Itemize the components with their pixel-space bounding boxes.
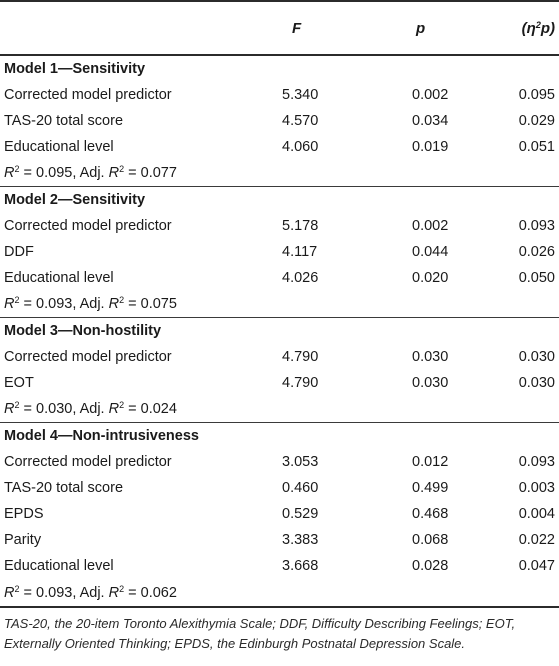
model-section-header: Model 2—Sensitivity (0, 186, 559, 213)
f-value: 3.668 (282, 558, 319, 574)
adj-r2-value: 0.075 (140, 296, 177, 312)
adj-r2-value: 0.077 (140, 165, 177, 181)
table-row: Parity 3.383 0.068 0.022 (0, 527, 559, 553)
f-value: 5.178 (282, 218, 319, 234)
table-row: EOT 4.790 0.030 0.030 (0, 370, 559, 396)
eta-value: 0.026 (518, 244, 555, 260)
table-footnote: TAS-20, the 20-item Toronto Alexithymia … (4, 616, 516, 651)
r2-value: 0.093 (36, 296, 73, 312)
row-label: Educational level (4, 139, 114, 155)
r-squared-text: R2 = 0.093, Adj. R2 = 0.062 (0, 579, 559, 608)
eta-value: 0.093 (518, 218, 555, 234)
table-row: Corrected model predictor 3.053 0.012 0.093 (0, 449, 559, 475)
f-value: 0.460 (282, 480, 319, 496)
table-row: DDF 4.117 0.044 0.026 (0, 239, 559, 265)
row-label: Educational level (4, 270, 114, 286)
p-value: 0.012 (412, 454, 449, 470)
table-row: Corrected model predictor 5.340 0.002 0.095 (0, 82, 559, 108)
r-squared-row: R2 = 0.095, Adj. R2 = 0.077 (0, 160, 559, 187)
row-label: Educational level (4, 558, 114, 574)
model-title: Model 4—Non-intrusiveness (0, 422, 559, 449)
eta-value: 0.047 (518, 558, 555, 574)
model-section-header: Model 3—Non-hostility (0, 317, 559, 344)
f-value: 4.060 (282, 139, 319, 155)
table-row: Educational level 4.026 0.020 0.050 (0, 265, 559, 291)
eta-value: 0.051 (518, 139, 555, 155)
row-label: Corrected model predictor (4, 454, 172, 470)
r-squared-row: R2 = 0.093, Adj. R2 = 0.075 (0, 291, 559, 318)
p-value: 0.030 (412, 375, 449, 391)
table-row: TAS-20 total score 0.460 0.499 0.003 (0, 475, 559, 501)
f-value: 4.790 (282, 375, 319, 391)
header-p: p (378, 0, 475, 56)
r2-value: 0.030 (36, 401, 73, 417)
f-value: 0.529 (282, 506, 319, 522)
model-section-header: Model 4—Non-intrusiveness (0, 422, 559, 449)
p-value: 0.002 (412, 87, 449, 103)
f-value: 3.053 (282, 454, 319, 470)
table-row: TAS-20 total score 4.570 0.034 0.029 (0, 108, 559, 134)
p-value: 0.002 (412, 218, 449, 234)
header-eta: (η2p) (475, 0, 559, 56)
model-title: Model 3—Non-hostility (0, 317, 559, 344)
header-f: F (260, 0, 378, 56)
header-blank (0, 0, 260, 56)
eta-value: 0.003 (518, 480, 555, 496)
row-label: EPDS (4, 506, 44, 522)
p-value: 0.034 (412, 113, 449, 129)
table-row: Educational level 3.668 0.028 0.047 (0, 553, 559, 579)
row-label: DDF (4, 244, 34, 260)
header-row: F p (η2p) (0, 0, 559, 56)
r-squared-text: R2 = 0.030, Adj. R2 = 0.024 (4, 400, 177, 418)
f-value: 5.340 (282, 87, 319, 103)
f-value: 4.026 (282, 270, 319, 286)
r-squared-row: R2 = 0.030, Adj. R2 = 0.024 (0, 396, 559, 423)
r2-value: 0.095 (36, 165, 73, 181)
p-value: 0.044 (412, 244, 449, 260)
adj-r2-value: 0.062 (140, 584, 177, 601)
eta-value: 0.030 (518, 375, 555, 391)
f-value: 4.790 (282, 349, 319, 365)
eta-value: 0.095 (518, 87, 555, 103)
p-value: 0.019 (412, 139, 449, 155)
row-label: TAS-20 total score (4, 480, 124, 496)
eta-value: 0.093 (518, 454, 555, 470)
model-section-header: Model 1—Sensitivity (0, 55, 559, 82)
table-row: Corrected model predictor 5.178 0.002 0.093 (0, 213, 559, 239)
p-value: 0.020 (412, 270, 449, 286)
row-label: Corrected model predictor (4, 87, 172, 103)
r-squared-text: R2 = 0.095, Adj. R2 = 0.077 (4, 164, 177, 182)
row-label: EOT (4, 375, 34, 391)
table-body: Model 1—Sensitivity Corrected model predi… (0, 55, 559, 608)
f-value: 4.570 (282, 113, 319, 129)
p-value: 0.068 (412, 532, 449, 548)
eta-value: 0.050 (518, 270, 555, 286)
eta-value: 0.022 (518, 532, 555, 548)
table-row: Corrected model predictor 4.790 0.030 0.030 (0, 344, 559, 370)
model-title: Model 2—Sensitivity (0, 186, 559, 213)
eta-value: 0.029 (518, 113, 555, 129)
p-value: 0.468 (412, 506, 449, 522)
row-label: TAS-20 total score (4, 113, 124, 129)
p-value: 0.499 (412, 480, 449, 496)
p-value: 0.030 (412, 349, 449, 365)
row-label: Corrected model predictor (4, 218, 172, 234)
p-value: 0.028 (412, 558, 449, 574)
eta-value: 0.004 (518, 506, 555, 522)
model-title: Model 1—Sensitivity (4, 61, 146, 77)
r-squared-row: R2 = 0.093, Adj. R2 = 0.062 (0, 579, 559, 608)
row-label: Corrected model predictor (4, 349, 172, 365)
f-value: 4.117 (282, 244, 318, 260)
table-row: EPDS 0.529 0.468 0.004 (0, 501, 559, 527)
row-label: Parity (4, 532, 42, 548)
regression-table: F p (η2p) Model 1—Sensitivity Corrected m… (0, 0, 559, 608)
f-value: 3.383 (282, 532, 319, 548)
r2-value: 0.093 (36, 584, 73, 601)
adj-r2-value: 0.024 (140, 401, 177, 417)
eta-value: 0.030 (518, 349, 555, 365)
r-squared-text: R2 = 0.093, Adj. R2 = 0.075 (4, 295, 177, 313)
table-row: Educational level 4.060 0.019 0.051 (0, 134, 559, 160)
